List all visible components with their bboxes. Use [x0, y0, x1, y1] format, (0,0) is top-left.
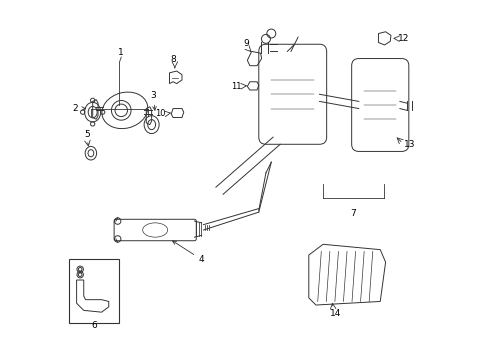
Text: 12: 12: [397, 35, 408, 44]
Text: 2: 2: [73, 104, 85, 113]
Text: 9: 9: [243, 39, 249, 48]
Text: 5: 5: [84, 130, 90, 139]
Text: 1: 1: [118, 48, 124, 57]
Text: 8: 8: [170, 55, 176, 64]
Text: 3: 3: [150, 91, 156, 110]
Text: 14: 14: [329, 309, 341, 318]
Text: 11: 11: [231, 82, 242, 91]
Text: 13: 13: [403, 140, 414, 149]
Text: 7: 7: [350, 208, 356, 217]
Text: 6: 6: [91, 321, 97, 330]
Text: 10: 10: [155, 109, 165, 118]
Text: 4: 4: [172, 241, 204, 264]
